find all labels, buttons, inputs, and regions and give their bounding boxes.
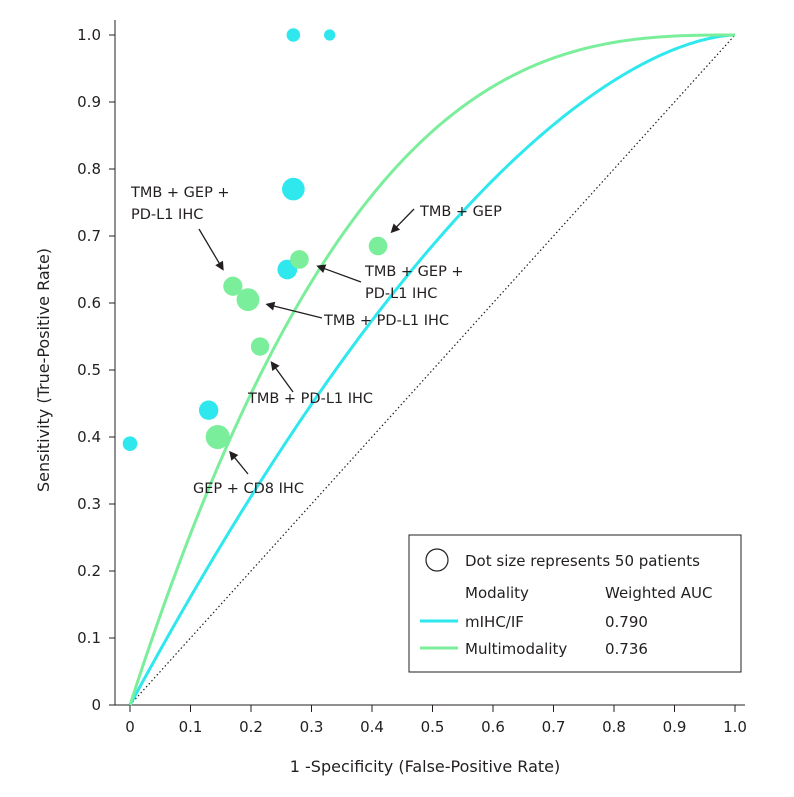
- annotation-arrow-line: [321, 267, 362, 283]
- y-tick-label: 0: [91, 696, 101, 714]
- y-tick-label: 0.2: [77, 562, 101, 580]
- annotation-line: TMB + PD-L1 IHC: [323, 313, 449, 329]
- y-axis-ticks: 0 0.1 0.2 0.3 0.4 0.5 0.6 0.7 0.8 0.9 1.0: [77, 26, 115, 714]
- annotation-line: TMB + PD-L1 IHC: [247, 391, 373, 407]
- annotation-tmb-gep: TMB + GEP: [419, 204, 502, 220]
- legend-size-dot: [425, 548, 449, 572]
- roc-curve-mihc-if: [128, 33, 736, 706]
- point-mihc-if: [324, 29, 336, 41]
- y-axis-title: Sensitivity (True-Positive Rate): [34, 248, 53, 492]
- point-multimodality: [250, 337, 270, 356]
- x-tick-label: 0.9: [663, 718, 687, 736]
- point-multimodality: [368, 236, 388, 256]
- y-tick-label: 0.9: [77, 93, 101, 111]
- x-tick-label: 0.5: [421, 718, 445, 736]
- annotation-arrow-head: [215, 260, 224, 271]
- x-axis-ticks: 0 0.1 0.2 0.3 0.4 0.5 0.6 0.7 0.8 0.9 1.0: [125, 705, 747, 736]
- x-tick-label: 1.0: [723, 718, 747, 736]
- legend-header-auc: Weighted AUC: [605, 584, 713, 602]
- annotation-tmb-gep-pdl1-upper: TMB + GEP + PD-L1 IHC: [130, 185, 230, 223]
- annotation-arrow-line: [273, 365, 294, 393]
- annotation-gep-cd8: GEP + CD8 IHC: [193, 481, 304, 497]
- legend-label-multimodality: Multimodality: [465, 640, 567, 658]
- annotation-arrow-head: [270, 361, 280, 372]
- x-axis-title: 1 -Specificity (False-Positive Rate): [290, 757, 560, 776]
- x-tick-label: 0.7: [542, 718, 566, 736]
- point-mihc-if: [198, 400, 219, 420]
- x-tick-label: 0.8: [602, 718, 626, 736]
- annotation-tmb-gep-pdl1-right: TMB + GEP + PD-L1 IHC: [364, 264, 464, 302]
- point-mihc-if: [282, 177, 305, 201]
- y-tick-label: 1.0: [77, 26, 101, 44]
- y-tick-label: 0.7: [77, 227, 101, 245]
- annotation-arrow-head: [265, 301, 276, 311]
- y-tick-label: 0.5: [77, 361, 101, 379]
- roc-curve-multimodality: [128, 33, 735, 706]
- x-tick-label: 0.6: [481, 718, 505, 736]
- legend-header-modality: Modality: [465, 584, 529, 602]
- annotation-arrow-head: [390, 223, 401, 234]
- roc-curves: [128, 33, 736, 706]
- y-tick-label: 0.4: [77, 428, 101, 446]
- point-mihc-if: [286, 28, 301, 42]
- x-tick-label: 0: [125, 718, 135, 736]
- annotation-arrow-head: [316, 264, 327, 273]
- legend-auc-mihc-if: 0.790: [605, 613, 648, 631]
- annotation-line: GEP + CD8 IHC: [193, 481, 304, 497]
- x-tick-label: 0.1: [179, 718, 203, 736]
- legend-label-mihc-if: mIHC/IF: [465, 613, 524, 631]
- annotation-arrow-head: [229, 450, 239, 461]
- y-tick-label: 0.1: [77, 629, 101, 647]
- point-multimodality: [205, 424, 230, 450]
- annotation-line: PD-L1 IHC: [131, 207, 203, 223]
- legend-box: [408, 534, 742, 673]
- annotation-tmb-pdl1-lower: TMB + PD-L1 IHC: [247, 391, 373, 407]
- annotation-arrow-line: [198, 228, 222, 266]
- y-tick-label: 0.6: [77, 294, 101, 312]
- diagonal-reference-line: [129, 34, 736, 706]
- legend-dot-note: Dot size represents 50 patients: [465, 552, 700, 570]
- annotation-line: PD-L1 IHC: [365, 286, 437, 302]
- legend: Dot size represents 50 patients Modality…: [408, 534, 742, 673]
- x-tick-label: 0.4: [360, 718, 384, 736]
- annotation-line: TMB + GEP: [419, 204, 502, 220]
- point-multimodality: [290, 250, 309, 269]
- annotation-line: TMB + GEP +: [364, 264, 464, 280]
- annotation-tmb-pdl1-upper: TMB + PD-L1 IHC: [323, 313, 449, 329]
- point-multimodality: [236, 288, 260, 312]
- point-annotations: [198, 208, 415, 475]
- point-multimodality: [223, 276, 243, 296]
- annotation-line: TMB + GEP +: [130, 185, 230, 201]
- annotation-arrow-line: [394, 208, 415, 230]
- annotation-arrow-line: [271, 304, 323, 319]
- point-mihc-if: [122, 436, 138, 452]
- data-points: [122, 28, 388, 452]
- y-tick-label: 0.8: [77, 160, 101, 178]
- y-tick-label: 0.3: [77, 495, 101, 513]
- legend-auc-multimodality: 0.736: [605, 640, 648, 658]
- x-tick-label: 0.2: [239, 718, 263, 736]
- annotation-arrow-line: [232, 455, 249, 475]
- x-tick-label: 0.3: [300, 718, 324, 736]
